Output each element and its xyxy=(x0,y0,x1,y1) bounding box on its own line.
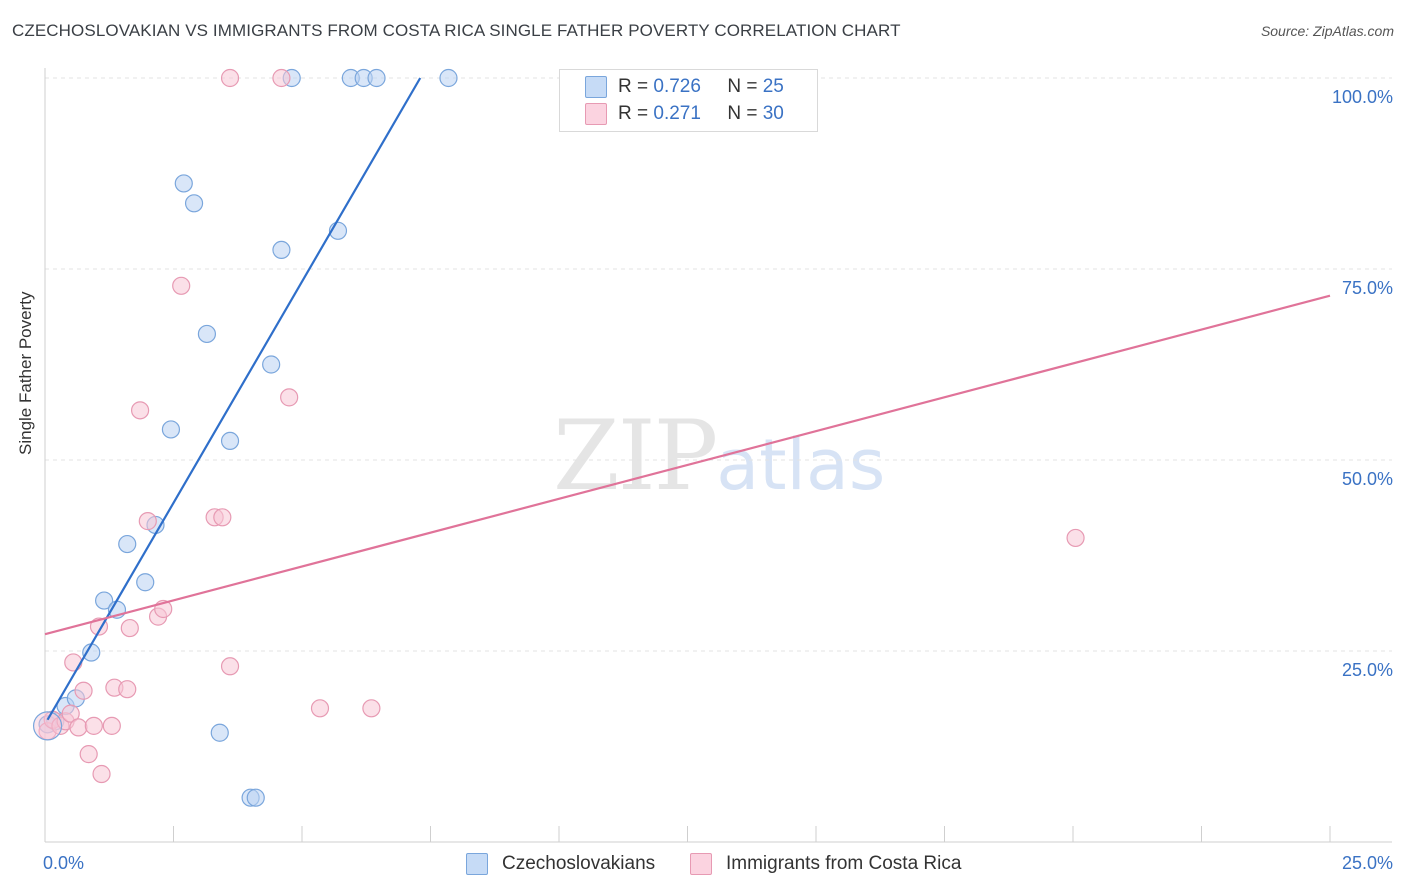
y-axis-label: Single Father Poverty xyxy=(16,291,35,455)
pink-point-4 xyxy=(61,704,80,723)
blue-point-19 xyxy=(272,240,291,259)
y-tick-label-3: 100.0% xyxy=(1332,87,1393,107)
source-credit: Source: ZipAtlas.com xyxy=(1260,23,1394,39)
pink-point-29 xyxy=(1066,528,1085,548)
pink-point-5 xyxy=(64,653,83,672)
bottom-legend-pink-label: Immigrants from Costa Rica xyxy=(726,853,962,874)
legend-pink-n-label: N = xyxy=(727,103,758,124)
legend-blue-n-value: 25 xyxy=(762,76,784,97)
pink-point-11 xyxy=(92,764,111,784)
pink-point-25 xyxy=(272,68,291,88)
origin-cluster-point xyxy=(32,711,63,741)
correlation-legend: R = 0.726 N = 25 R = 0.271 N = 30 xyxy=(559,69,818,132)
legend-pink-n-value: 30 xyxy=(762,103,784,124)
pink-point-24 xyxy=(220,68,240,88)
pink-point-6 xyxy=(69,718,88,737)
blue-point-24 xyxy=(367,68,386,88)
pink-point-15 xyxy=(120,618,139,638)
blue-point-17 xyxy=(246,788,265,807)
blue-point-14 xyxy=(210,723,229,742)
legend-blue-r-label: R = xyxy=(618,76,649,97)
y-tick-label-1: 50.0% xyxy=(1342,469,1393,489)
blue-point-10 xyxy=(161,420,181,439)
blue-point-15 xyxy=(220,431,240,450)
blue-point-25 xyxy=(439,68,458,88)
blue-point-11 xyxy=(174,174,193,193)
y-tick-label-2: 75.0% xyxy=(1342,278,1393,298)
pink-point-22 xyxy=(213,508,232,527)
pink-point-12 xyxy=(102,716,121,735)
y-tick-label-0: 25.0% xyxy=(1342,660,1393,680)
blue-point-8 xyxy=(136,573,155,592)
legend-blue-r-value: 0.726 xyxy=(653,76,701,97)
legend-swatch-pink xyxy=(585,103,607,125)
pink-point-17 xyxy=(138,512,157,531)
pink-point-9 xyxy=(84,716,103,735)
legend-pink-r-value: 0.271 xyxy=(653,103,701,124)
x-tick-label-1: 25.0% xyxy=(1342,853,1393,873)
x-tick-label-0: 0.0% xyxy=(43,853,84,873)
pink-point-20 xyxy=(172,276,191,295)
legend-blue-n-label: N = xyxy=(727,76,758,97)
legend-swatch-blue xyxy=(585,76,607,98)
pink-trend-line xyxy=(44,294,1331,636)
bottom-legend-pink: Immigrants from Costa Rica xyxy=(690,851,961,877)
pink-point-16 xyxy=(130,401,150,420)
blue-point-13 xyxy=(197,324,217,344)
pink-point-28 xyxy=(362,699,381,718)
pink-point-27 xyxy=(310,699,330,718)
pink-point-23 xyxy=(220,657,240,676)
blue-point-5 xyxy=(95,591,114,610)
pink-point-26 xyxy=(280,388,299,407)
blue-point-12 xyxy=(184,194,204,213)
pink-point-8 xyxy=(79,745,98,764)
blue-point-7 xyxy=(118,534,137,554)
watermark-atlas: atlas xyxy=(716,424,886,506)
blue-point-18 xyxy=(262,355,281,374)
bottom-legend-blue-label: Czechoslovakians xyxy=(502,853,656,874)
bottom-legend-swatch-blue xyxy=(466,853,488,875)
legend-pink-r-label: R = xyxy=(618,103,649,124)
blue-trend-line xyxy=(46,77,422,721)
chart-title: CZECHOSLOVAKIAN VS IMMIGRANTS FROM COSTA… xyxy=(12,21,901,40)
pink-point-7 xyxy=(74,681,93,700)
bottom-legend-swatch-pink xyxy=(690,853,712,875)
pink-point-14 xyxy=(118,680,137,699)
bottom-legend-blue: Czechoslovakians xyxy=(466,851,655,877)
